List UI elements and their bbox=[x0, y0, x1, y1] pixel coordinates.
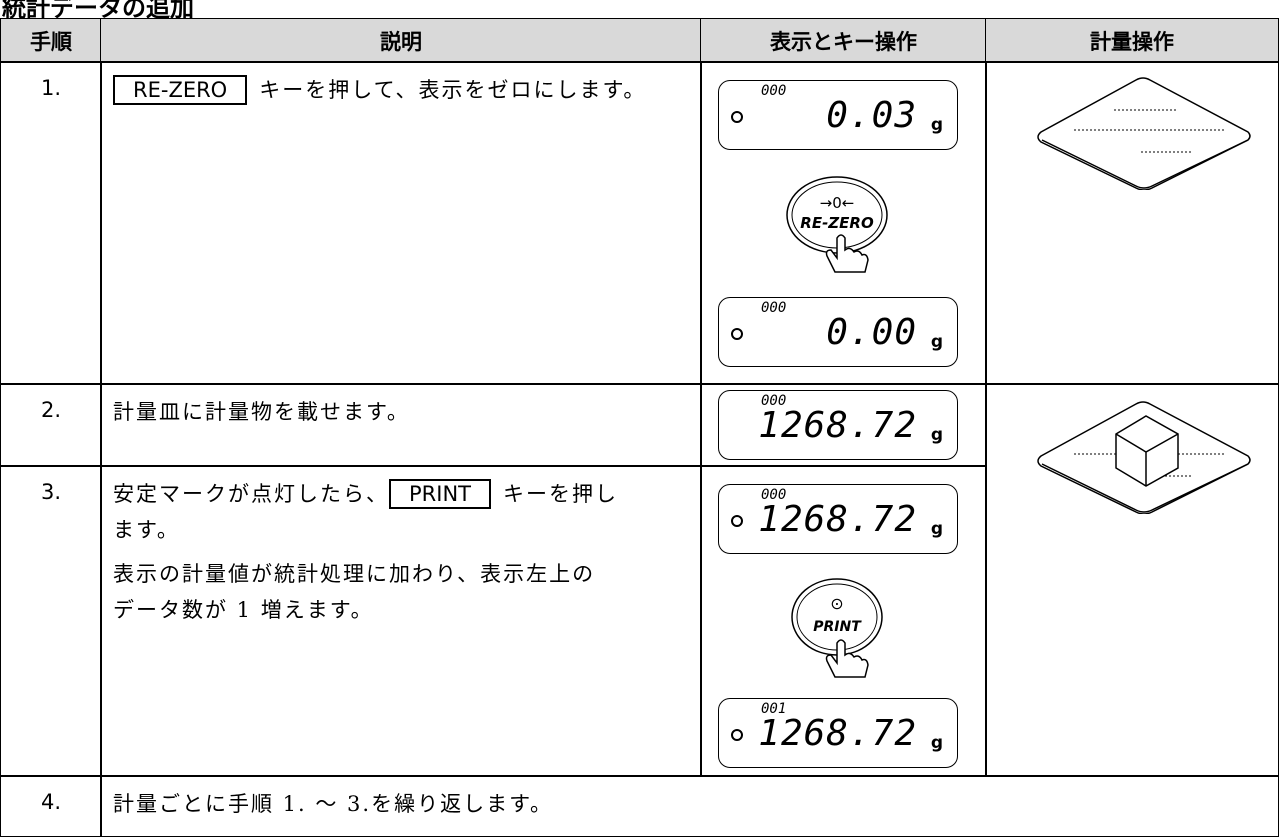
stable-mark bbox=[731, 328, 743, 340]
data-count: 000 bbox=[761, 83, 787, 99]
weight-value: 1268.72 bbox=[758, 405, 917, 446]
operation-cell bbox=[985, 61, 1279, 385]
weight-value: 1268.72 bbox=[758, 713, 917, 754]
stable-mark bbox=[731, 729, 743, 741]
weight-value: 1268.72 bbox=[758, 499, 917, 540]
key-label: RE-ZERO bbox=[113, 75, 248, 105]
header-cell: 表示とキー操作 bbox=[700, 18, 987, 63]
stable-mark bbox=[731, 515, 743, 527]
description-cell: 計量ごとに手順 1. ～ 3.を繰り返します。 bbox=[100, 775, 1279, 837]
display-cell bbox=[700, 465, 987, 777]
display-cell bbox=[700, 383, 987, 467]
description-text: キーを押し bbox=[503, 482, 618, 506]
description-line: ます。 bbox=[113, 518, 180, 542]
operation-cell bbox=[985, 383, 1279, 777]
unit: g bbox=[930, 733, 943, 753]
title: 統計データの追加 bbox=[2, 0, 194, 22]
button-label: PRINT bbox=[813, 619, 862, 635]
header-cell: 計量操作 bbox=[985, 18, 1279, 63]
button-symbol: →0← bbox=[820, 194, 855, 212]
unit: g bbox=[930, 332, 943, 352]
step-cell: 1. bbox=[0, 61, 102, 385]
data-count: 001 bbox=[761, 701, 787, 717]
data-count: 000 bbox=[761, 487, 787, 503]
header-cell: 説明 bbox=[100, 18, 702, 63]
step-cell: 3. bbox=[0, 465, 102, 777]
lcd-display: 000 0.00 g bbox=[718, 297, 958, 367]
description-cell: 安定マークが点灯したら、 PRINT キーを押し ます。 表示の計量値が統計処理に加… bbox=[100, 465, 702, 777]
description-line: データ数が 1 増えます。 bbox=[113, 598, 374, 622]
data-count: 000 bbox=[761, 300, 787, 316]
header-cell: 手順 bbox=[0, 18, 102, 63]
step-cell: 4. bbox=[0, 775, 102, 837]
weight-value: 0.00 bbox=[826, 312, 917, 353]
button-symbol: ⊙ bbox=[830, 594, 843, 613]
description-text: 計量ごとに手順 1. ～ 3.を繰り返します。 bbox=[113, 792, 553, 816]
data-count: 000 bbox=[761, 393, 787, 409]
description-cell: 計量皿に計量物を載せます。 bbox=[100, 383, 702, 467]
description-text: キーを押して、表示をゼロにします。 bbox=[259, 78, 647, 102]
weight-value: 0.03 bbox=[826, 95, 917, 136]
description-line: 表示の計量値が統計処理に加わり、表示左上の bbox=[113, 562, 596, 586]
description-text: 安定マークが点灯したら、 bbox=[113, 482, 389, 506]
step-cell: 2. bbox=[0, 383, 102, 467]
rezero-button-icon: →0← RE-ZERO bbox=[786, 176, 888, 273]
pan-with-object-icon bbox=[1037, 401, 1251, 514]
stable-mark bbox=[731, 111, 743, 123]
description-line: 安定マークが点灯したら、 PRINT キーを押し bbox=[113, 476, 689, 512]
unit: g bbox=[930, 115, 943, 135]
description-cell: RE-ZERO キーを押して、表示をゼロにします。 bbox=[100, 61, 702, 385]
display-cell bbox=[700, 61, 987, 385]
lcd-display: 001 1268.72 g bbox=[718, 698, 958, 768]
unit: g bbox=[930, 425, 943, 445]
description-text: 計量皿に計量物を載せます。 bbox=[113, 400, 410, 424]
lcd-display: 000 0.03 g bbox=[718, 80, 958, 150]
pan-icon bbox=[1037, 77, 1251, 190]
lcd-display: 000 1268.72 g bbox=[718, 484, 958, 554]
lcd-display: 000 1268.72 g bbox=[718, 390, 958, 460]
key-label: PRINT bbox=[389, 479, 491, 509]
unit: g bbox=[930, 519, 943, 539]
print-button-icon: ⊙ PRINT bbox=[791, 578, 883, 678]
button-label: RE-ZERO bbox=[800, 214, 874, 232]
